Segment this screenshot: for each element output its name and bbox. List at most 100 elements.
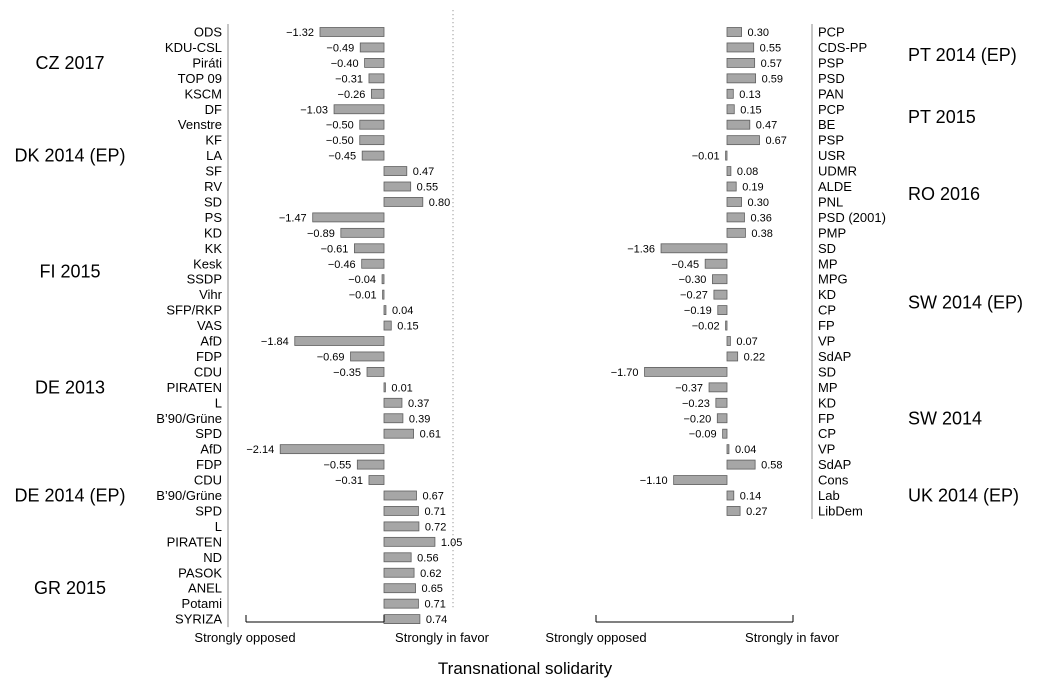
party-label: MP — [818, 380, 838, 395]
party-label: SSDP — [187, 272, 222, 287]
bar-b-90-grune — [383, 413, 404, 424]
bar-value-label: −0.01 — [692, 151, 720, 163]
party-label: KSCM — [184, 86, 222, 101]
bar-value-label: −0.30 — [679, 274, 707, 286]
bar-fp — [725, 320, 728, 331]
axis-label-opposed: Strongly opposed — [545, 630, 646, 645]
bar-value-label: 0.71 — [424, 506, 445, 518]
bar-value-label: 0.47 — [756, 120, 777, 132]
party-label: CDU — [194, 473, 222, 488]
bar-kf — [359, 135, 385, 146]
group-sw-2014-ep: SD −1.36 MP −0.45 MPG −0.30 KD −0.27 CP −0.19 FP −0… — [627, 241, 1023, 364]
bar-value-label: −1.32 — [286, 27, 314, 39]
group-dk-2014-ep: DF −1.03 Venstre −0.50 KF −0.50 LA −0.45 SF 0.47 R… — [14, 102, 450, 210]
group-label: UK 2014 (EP) — [908, 486, 1019, 506]
party-label: LA — [206, 148, 222, 163]
bar-value-label: −1.70 — [611, 367, 639, 379]
group-uk-2014-ep: Cons −1.10 Lab 0.14 LibDem 0.27 UK 2014 (EP) — [640, 473, 1019, 519]
bar-value-label: −0.50 — [326, 120, 354, 132]
party-label: VP — [818, 442, 835, 457]
bar-value-label: −0.01 — [349, 290, 377, 302]
bar-value-label: 0.58 — [761, 460, 782, 472]
party-label: FP — [818, 318, 835, 333]
bar-pasok — [383, 567, 415, 578]
bar-pirati — [364, 58, 385, 68]
bar-value-label: 0.65 — [422, 583, 443, 595]
party-label: CDS-PP — [818, 40, 867, 55]
bar-vp — [726, 336, 731, 346]
party-label: FP — [818, 411, 835, 426]
bar-value-label: −0.23 — [682, 398, 710, 410]
bar-mp — [708, 382, 728, 393]
bar-value-label: 0.55 — [417, 182, 438, 194]
group-cz-2017: ODS −1.32 KDU-CSL −0.49 Piráti −0.40 TOP 09 −0.… — [35, 25, 385, 101]
group-label: GR 2015 — [34, 578, 106, 598]
bar-spd — [383, 506, 419, 516]
bar-sdap — [726, 459, 756, 470]
bar-value-label: −0.26 — [338, 89, 366, 101]
bar-l — [383, 521, 420, 532]
party-label: SD — [818, 241, 836, 256]
bar-ssdp — [381, 274, 385, 285]
group-label: RO 2016 — [908, 184, 980, 204]
group-label: SW 2014 (EP) — [908, 292, 1023, 312]
bar-kd — [713, 289, 728, 300]
party-label: CP — [818, 426, 836, 441]
bar-value-label: −0.31 — [335, 475, 363, 487]
party-label: PMP — [818, 225, 846, 240]
bar-sfp-rkp — [383, 305, 387, 316]
panel-right: PCP 0.30 CDS-PP 0.55 PSP 0.57 PSD 0.59 PT 2014 (… — [545, 24, 1023, 645]
bar-nd — [383, 552, 412, 563]
bar-value-label: 1.05 — [441, 537, 462, 549]
bar-value-label: 0.04 — [392, 305, 413, 317]
party-label: KD — [204, 225, 222, 240]
bar-value-label: 0.19 — [742, 182, 763, 194]
bar-value-label: −0.49 — [326, 42, 354, 54]
party-label: ANEL — [188, 581, 222, 596]
party-label: USR — [818, 148, 845, 163]
party-label: PIRATEN — [167, 380, 222, 395]
bar-value-label: −0.02 — [692, 321, 720, 333]
bar-value-label: 0.67 — [766, 135, 787, 147]
party-label: FDP — [196, 457, 222, 472]
bar-value-label: −0.45 — [671, 259, 699, 271]
party-label: L — [215, 395, 222, 410]
party-label: PS — [205, 210, 223, 225]
party-label: AfD — [200, 442, 222, 457]
bar-ps — [312, 212, 385, 223]
bar-sd — [644, 366, 728, 377]
bar-vihr — [382, 289, 385, 300]
party-label: Lab — [818, 488, 840, 503]
bar-cds-pp — [726, 42, 755, 53]
bar-value-label: 0.55 — [760, 42, 781, 54]
group-fi-2015: PS −1.47 KD −0.89 KK −0.61 Kesk −0.46 SSDP −0.04 V… — [39, 210, 418, 333]
group-label: DE 2014 (EP) — [14, 486, 125, 506]
group-ro-2016: USR −0.01 UDMR 0.08 ALDE 0.19 PNL 0.30 PSD (2001… — [692, 148, 980, 240]
bar-potami — [383, 598, 419, 609]
party-label: SFP/RKP — [166, 303, 222, 318]
bar-value-label: 0.37 — [408, 398, 429, 410]
bar-rv — [383, 181, 412, 192]
bar-value-label: 0.39 — [409, 413, 430, 425]
bar-value-label: −0.37 — [675, 382, 703, 394]
party-label: PAN — [818, 86, 844, 101]
bar-value-label: 0.80 — [429, 197, 450, 209]
party-label: Kesk — [193, 256, 222, 271]
party-label: LibDem — [818, 503, 863, 518]
bar-value-label: 0.47 — [413, 166, 434, 178]
axis-label-in-favor: Strongly in favor — [395, 630, 490, 645]
bar-value-label: −1.36 — [627, 243, 655, 255]
party-label: UDMR — [818, 164, 857, 179]
bar-la — [361, 150, 385, 161]
bar-fdp — [356, 459, 385, 470]
group-pt-2015: PAN 0.13 PCP 0.15 BE 0.47 PSP 0.67 PT 2015 — [726, 86, 976, 148]
axis-label-in-favor: Strongly in favor — [745, 630, 840, 645]
bar-value-label: −1.03 — [300, 104, 328, 116]
bar-piraten — [383, 382, 386, 393]
party-label: PNL — [818, 194, 843, 209]
party-label: PCP — [818, 25, 845, 40]
party-label: B’90/Grüne — [156, 411, 222, 426]
bar-kesk — [361, 258, 385, 269]
bar-vas — [383, 320, 392, 331]
